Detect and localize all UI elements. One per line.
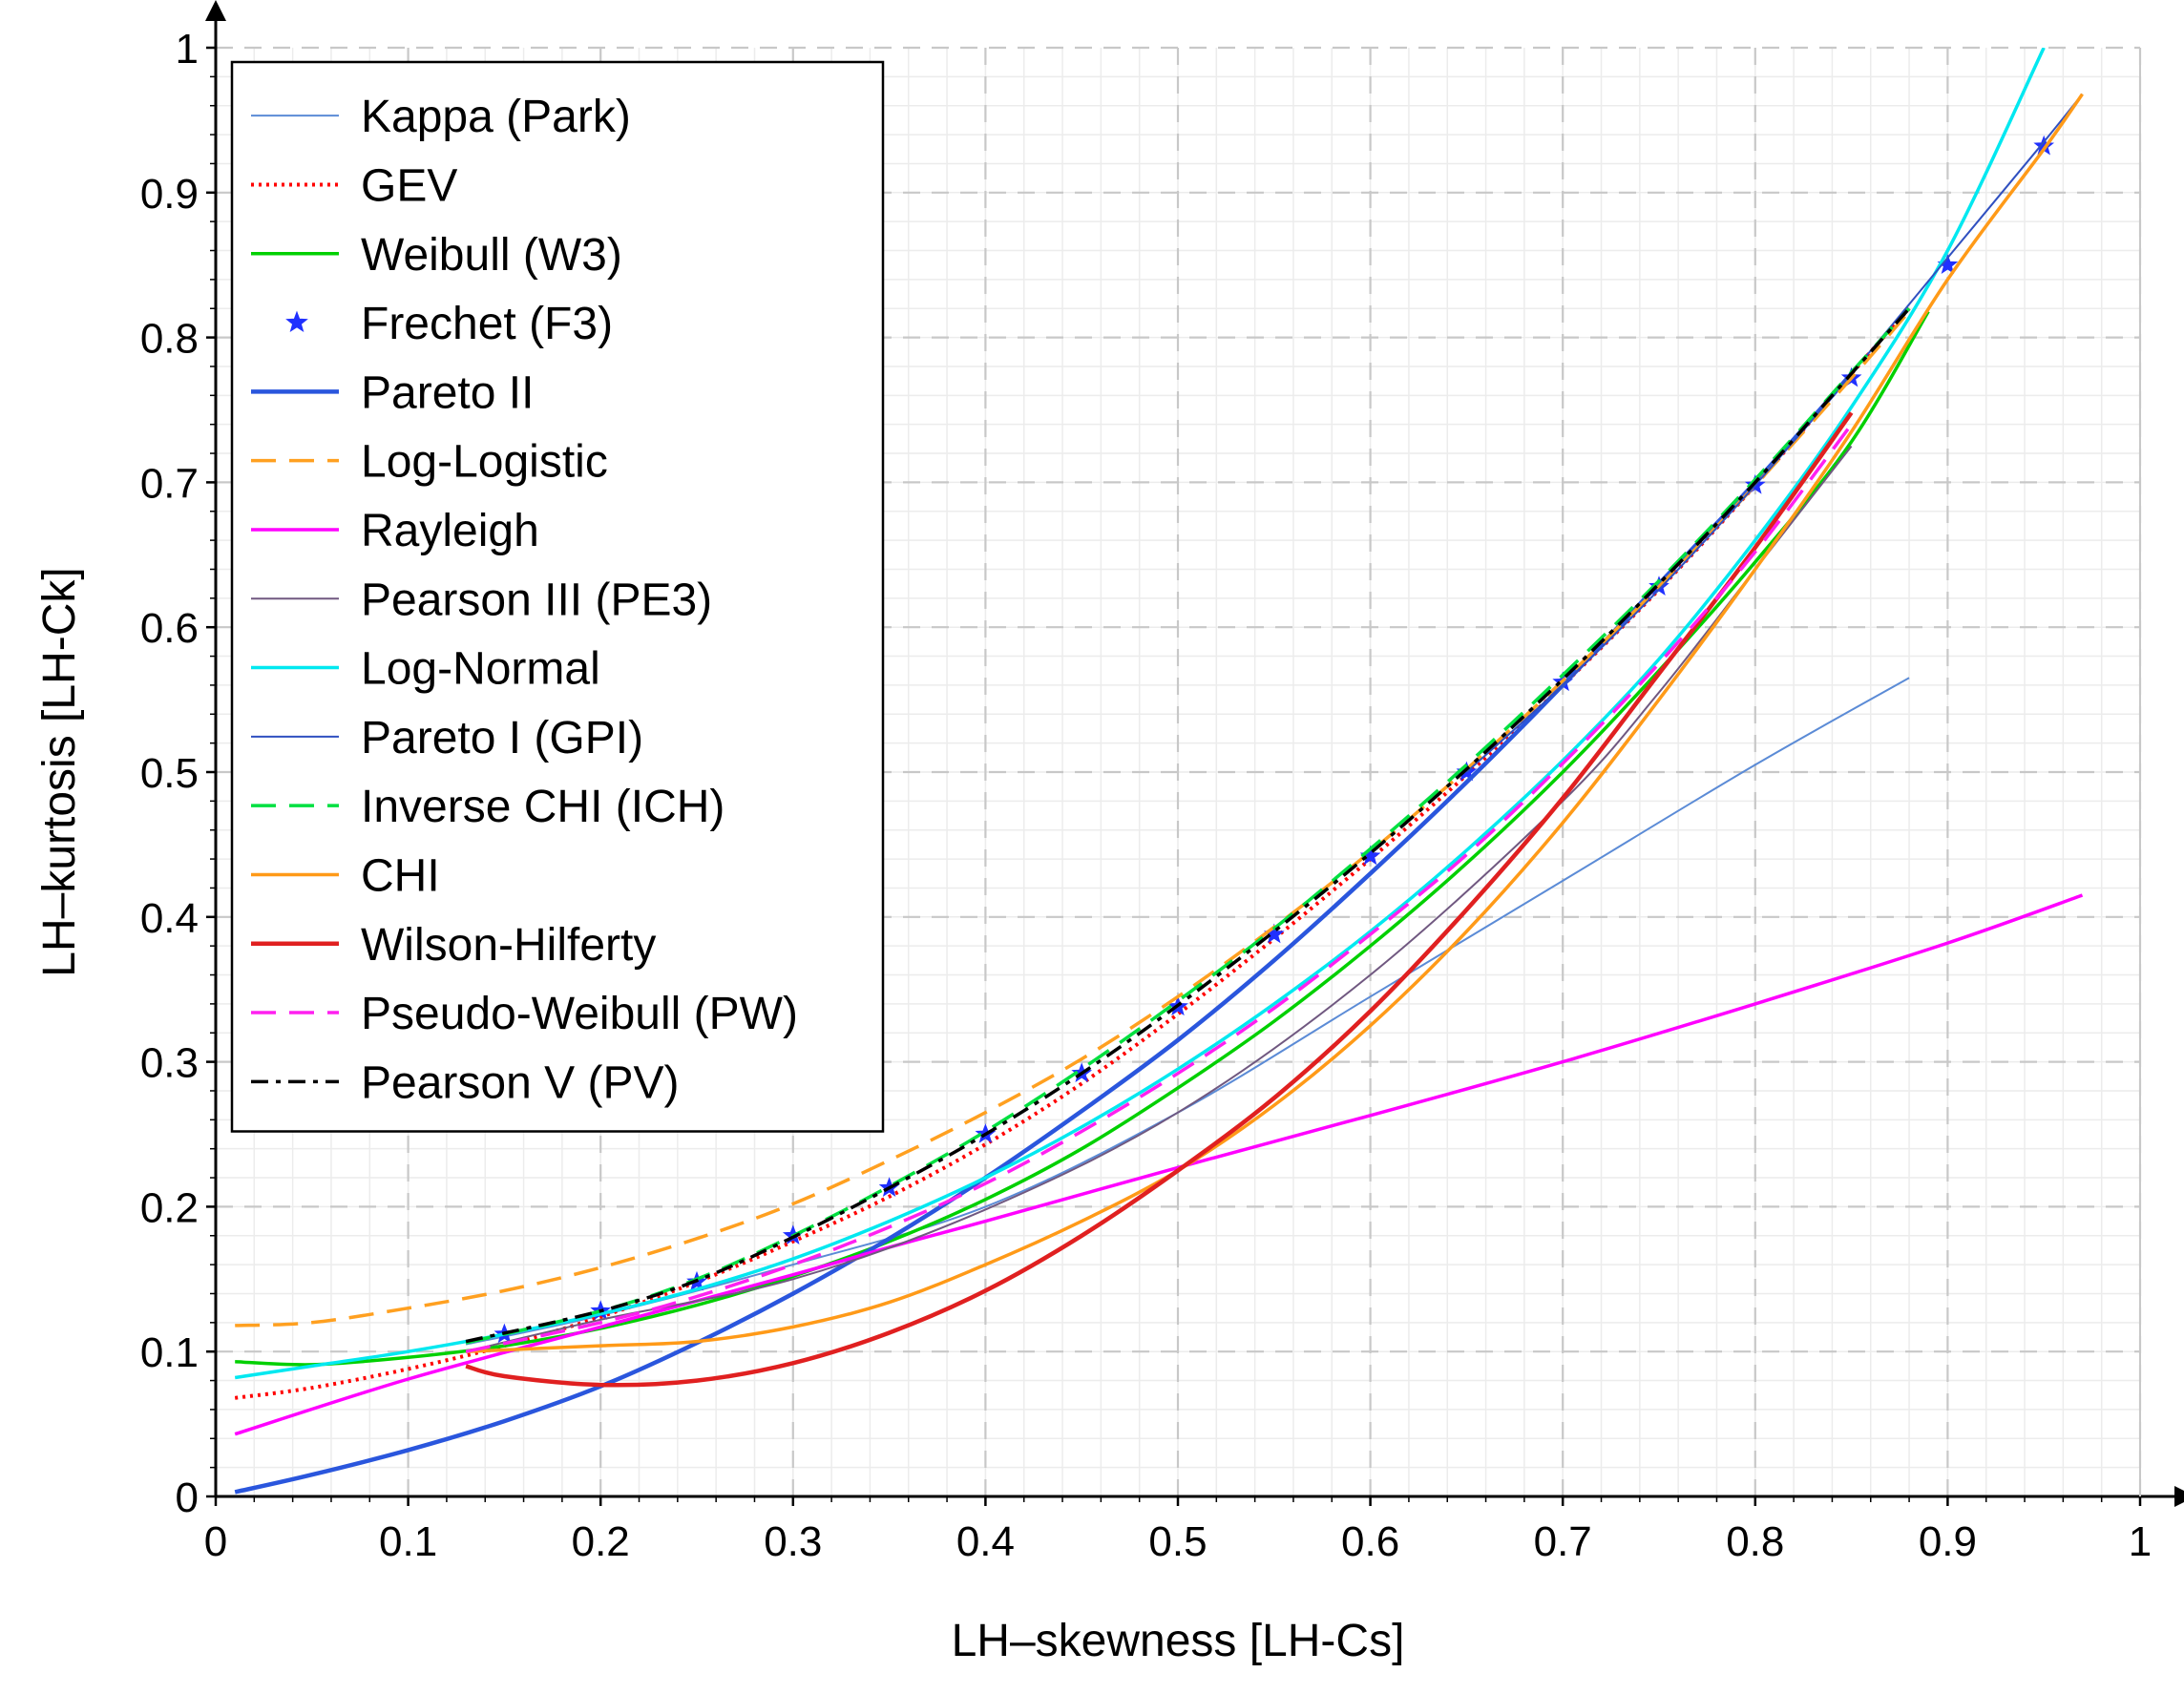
y-tick-label: 0.8: [140, 316, 199, 363]
x-axis-arrow: [2174, 1486, 2184, 1507]
series-line: [234, 893, 2084, 1436]
legend-label: Pearson III (PE3): [361, 575, 712, 625]
x-tick-label: 0.6: [1341, 1518, 1399, 1565]
x-tick-label: 0.8: [1726, 1518, 1784, 1565]
series-inverse-chi-ich: [465, 307, 1911, 1345]
series-pareto-i-gpi: [1465, 93, 2084, 773]
x-tick-label: 0: [204, 1518, 227, 1565]
y-tick-label: 0: [176, 1474, 199, 1521]
legend-label: Pareto II: [361, 367, 534, 418]
legend-label: Wilson-Hilferty: [361, 920, 656, 971]
series-line: [234, 372, 1854, 1495]
legend-entry-weibull-w3: Weibull (W3): [251, 230, 622, 281]
series-wilson-hilferty: [465, 411, 1854, 1388]
series-rayleigh: [234, 893, 2084, 1436]
legend-box: [230, 60, 885, 1133]
x-tick-label: 0.1: [379, 1518, 437, 1565]
legend-label: Rayleigh: [361, 506, 539, 556]
y-tick-label: 0.9: [140, 171, 199, 218]
legend-label: Log-Normal: [361, 644, 600, 695]
x-tick-label: 0.3: [764, 1518, 822, 1565]
legend-label: CHI: [361, 850, 440, 901]
series-line: [465, 445, 1853, 1353]
series-line: [465, 423, 1853, 1353]
y-tick-label: 0.7: [140, 460, 199, 507]
legend: Kappa (Park) GEV Weibull (W3) Frechet (F3) P…: [230, 60, 885, 1133]
legend-entry-log-normal: Log-Normal: [251, 644, 600, 695]
series-pearson-v-pv: [465, 307, 1911, 1344]
legend-label: Pareto I (GPI): [361, 713, 643, 763]
legend-entry-frechet-f3: Frechet (F3): [285, 299, 613, 349]
legend-entry-pearson-v-pv: Pearson V (PV): [251, 1057, 679, 1108]
legend-entry-chi: CHI: [251, 850, 440, 901]
legend-entry-pareto-i-gpi: Pareto I (GPI): [251, 713, 643, 763]
legend-entry-wilson-hilferty: Wilson-Hilferty: [251, 920, 656, 971]
legend-label: Pearson V (PV): [361, 1057, 679, 1108]
series-layer: [234, 48, 2084, 1495]
series-line: [235, 310, 1911, 1328]
x-tick-label: 0.7: [1534, 1518, 1592, 1565]
x-axis-title: LH–skewness [LH-Cs]: [952, 1616, 1405, 1666]
legend-label: Pseudo-Weibull (PW): [361, 989, 798, 1039]
legend-label: Weibull (W3): [361, 230, 622, 281]
legend-entry-log-logistic: Log-Logistic: [251, 437, 608, 488]
axes: [205, 0, 2184, 1507]
series-line: [1465, 93, 2084, 773]
series-pseudo-weibull-pw: [465, 423, 1853, 1353]
series-line: [465, 411, 1854, 1388]
y-tick-label: 0.2: [140, 1184, 199, 1231]
series-line: [465, 307, 1911, 1344]
legend-marker: [285, 310, 308, 333]
tick-labels: 0 0.1 0.2 0.3 0.4 0.5 0.6 0.7 0.8 0.9 1 0 0.1 0.2 0.3 0…: [140, 26, 2152, 1565]
y-tick-label: 0.4: [140, 895, 199, 942]
series-pearson-iii-pe3: [465, 445, 1853, 1353]
y-tick-label: 0.5: [140, 750, 199, 797]
legend-entry-kappa-park: Kappa (Park): [251, 92, 631, 142]
y-tick-label: 0.1: [140, 1329, 199, 1376]
series-chi: [466, 93, 2084, 1353]
legend-label: Frechet (F3): [361, 299, 613, 349]
legend-label: Inverse CHI (ICH): [361, 782, 724, 832]
legend-entry-pseudo-weibull-pw: Pseudo-Weibull (PW): [251, 989, 798, 1039]
series-log-logistic: [235, 310, 1911, 1328]
y-tick-label: 0.6: [140, 605, 199, 652]
legend-label: Kappa (Park): [361, 92, 631, 142]
x-tick-label: 0.2: [572, 1518, 630, 1565]
legend-entry-pareto-ii: Pareto II: [251, 367, 534, 418]
legend-label: GEV: [361, 160, 457, 211]
series-pareto-ii: [234, 372, 1854, 1495]
y-axis-arrow: [205, 0, 226, 21]
x-tick-label: 0.5: [1148, 1518, 1207, 1565]
y-tick-label: 1: [176, 26, 199, 73]
y-axis-title: LH–kurtosis [LH-Ck]: [34, 567, 85, 976]
legend-entry-rayleigh: Rayleigh: [251, 506, 539, 556]
y-tick-label: 0.3: [140, 1040, 199, 1087]
x-tick-label: 0.4: [956, 1518, 1015, 1565]
series-line: [466, 93, 2084, 1353]
legend-label: Log-Logistic: [361, 437, 608, 488]
legend-entry-pearson-iii-pe3: Pearson III (PE3): [251, 575, 712, 625]
legend-entry-inverse-chi-ich: Inverse CHI (ICH): [251, 782, 724, 832]
x-tick-label: 1: [2129, 1518, 2152, 1565]
x-tick-label: 0.9: [1919, 1518, 1977, 1565]
legend-entry-gev: GEV: [251, 160, 457, 211]
series-line: [465, 307, 1911, 1345]
